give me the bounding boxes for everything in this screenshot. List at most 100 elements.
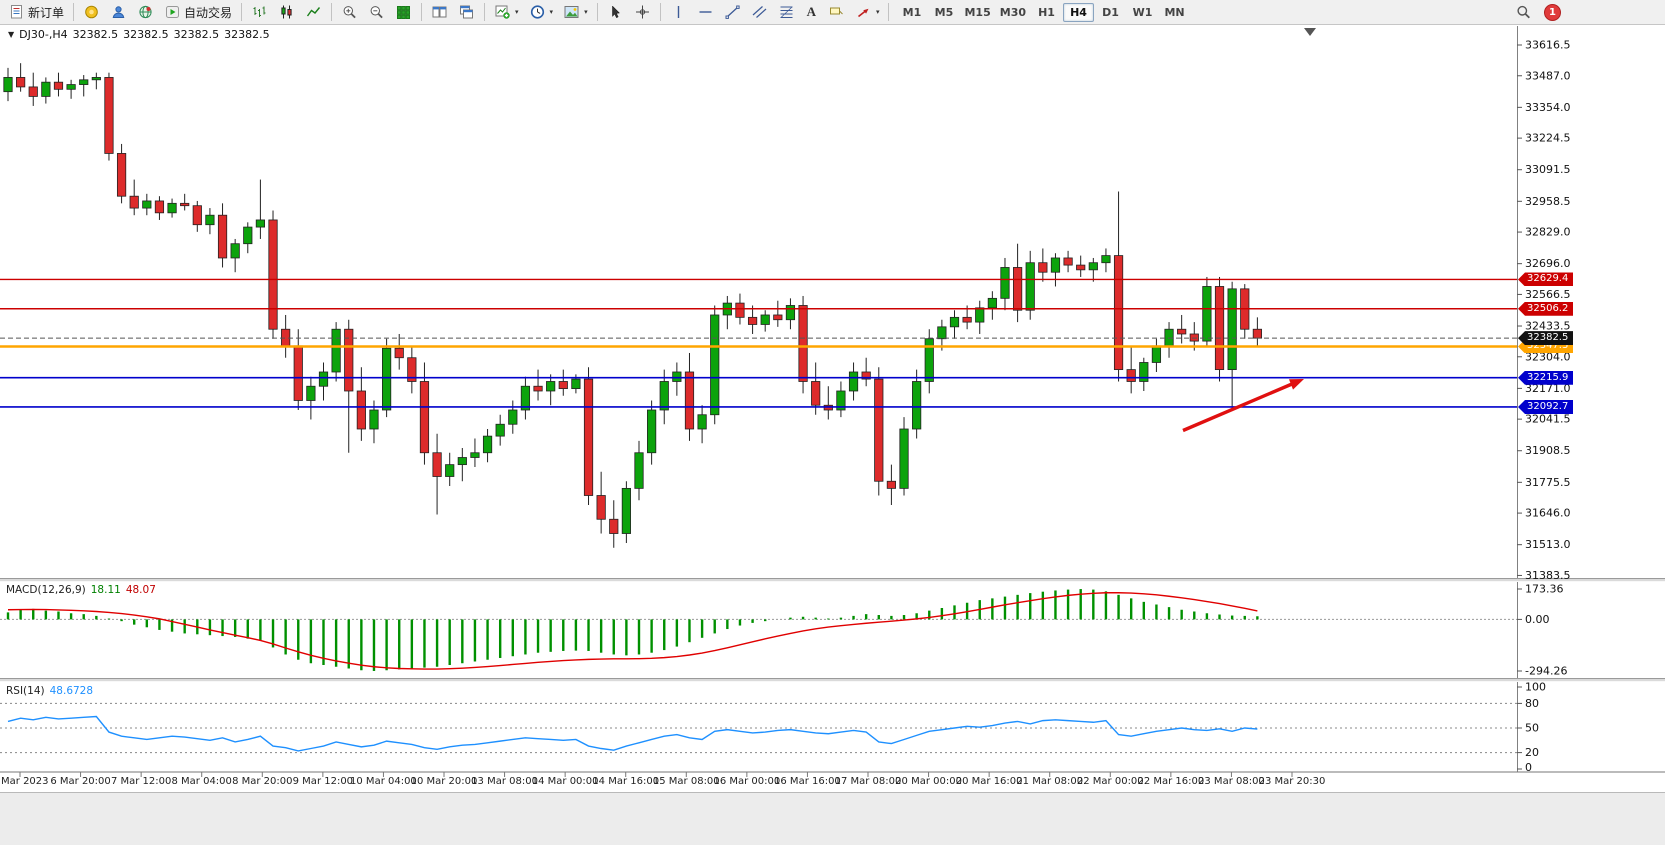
symbols-grid-button[interactable] xyxy=(391,1,416,24)
macd-main-value: 18.11 xyxy=(90,584,121,596)
line-chart-icon xyxy=(306,7,321,17)
svg-text:10 Mar 20:00: 10 Mar 20:00 xyxy=(411,776,478,787)
cursor-button[interactable] xyxy=(603,1,628,24)
timeframe-H4-button[interactable]: H4 xyxy=(1063,2,1095,22)
chart-high-value: 32382.5 xyxy=(123,28,169,41)
autotrading-button[interactable]: 自动交易 xyxy=(160,1,236,24)
svg-text:33224.5: 33224.5 xyxy=(1525,132,1571,145)
line-chart-button[interactable] xyxy=(301,1,326,24)
macd-signal-value: 48.07 xyxy=(125,584,156,596)
trend-arrow-annotation[interactable] xyxy=(1182,379,1304,433)
text-tool-icon: A xyxy=(806,4,816,19)
trendline-icon xyxy=(725,5,740,19)
dropdown-caret-icon: ▾ xyxy=(584,7,588,16)
bottom-margin-area xyxy=(0,792,1665,845)
svg-text:0: 0 xyxy=(1525,761,1532,774)
vertical-line-tool-button[interactable] xyxy=(666,1,691,24)
chart-shift-marker[interactable] xyxy=(1304,28,1316,36)
zoom-in-icon xyxy=(343,6,356,19)
timeframe-M5-button[interactable]: M5 xyxy=(934,5,954,19)
bar-chart-button[interactable] xyxy=(247,1,272,24)
svg-text:33487.0: 33487.0 xyxy=(1525,69,1571,82)
clock-icon xyxy=(530,5,544,19)
svg-text:10 Mar 04:00: 10 Mar 04:00 xyxy=(350,776,417,787)
timeframe-MN-button[interactable]: MN xyxy=(1164,5,1185,19)
svg-text:33354.0: 33354.0 xyxy=(1525,101,1571,114)
svg-text:32041.5: 32041.5 xyxy=(1525,413,1571,426)
fibonacci-icon xyxy=(780,6,793,18)
chart-low-value: 32382.5 xyxy=(173,28,220,41)
chart-collapse-icon[interactable]: ▼ xyxy=(8,30,15,39)
zoom-out-button[interactable] xyxy=(364,1,389,24)
svg-text:32171.0: 32171.0 xyxy=(1525,382,1571,395)
price-tag-support-2: 32092.7 xyxy=(1518,399,1574,414)
rsi-value: 48.6728 xyxy=(49,685,94,697)
svg-text:6 Mar 2023: 6 Mar 2023 xyxy=(0,776,49,787)
template-button[interactable]: ▾ xyxy=(559,1,592,24)
candlestick-chart-button[interactable] xyxy=(274,1,299,24)
fibonacci-tool-button[interactable] xyxy=(774,1,799,24)
svg-text:8 Mar 20:00: 8 Mar 20:00 xyxy=(232,776,292,787)
toolbar-separator xyxy=(421,3,423,21)
trendline-tool-button[interactable] xyxy=(720,1,745,24)
bar-chart-icon xyxy=(253,6,266,17)
svg-text:31513.0: 31513.0 xyxy=(1525,538,1571,551)
svg-text:8 Mar 04:00: 8 Mar 04:00 xyxy=(172,776,232,787)
new-order-button[interactable]: 新订单 xyxy=(4,1,68,24)
channel-tool-button[interactable] xyxy=(747,1,772,24)
arrows-tool-button[interactable]: ▾ xyxy=(851,1,884,24)
crosshair-button[interactable] xyxy=(630,1,655,24)
svg-text:31383.5: 31383.5 xyxy=(1525,569,1571,582)
text-tool-button[interactable]: A xyxy=(801,1,822,24)
timeframe-D1-button[interactable]: D1 xyxy=(1102,5,1119,19)
period-button[interactable]: ▾ xyxy=(525,1,558,24)
svg-text:100: 100 xyxy=(1525,681,1546,694)
timeframe-M15-button[interactable]: M15 xyxy=(964,5,991,19)
toolbar-separator xyxy=(331,3,333,21)
zoom-out-icon xyxy=(370,6,383,19)
metaeditor-icon xyxy=(85,5,98,19)
tile-windows-button[interactable] xyxy=(427,1,452,24)
chart-close-value: 32382.5 xyxy=(224,28,270,41)
macd-signal-line xyxy=(7,592,1258,670)
zoom-in-button[interactable] xyxy=(337,1,362,24)
timeframe-H1-button[interactable]: H1 xyxy=(1038,5,1055,19)
svg-text:20: 20 xyxy=(1525,746,1539,759)
svg-text:9 Mar 12:00: 9 Mar 12:00 xyxy=(293,776,353,787)
web-community-button[interactable] xyxy=(133,1,158,24)
text-label-icon xyxy=(829,7,843,15)
timeframe-M1-button[interactable]: M1 xyxy=(902,5,922,19)
new-chart-button[interactable]: ▾ xyxy=(490,1,523,24)
cursor-icon xyxy=(611,5,620,19)
price-tag-resistance-1: 32629.4 xyxy=(1518,272,1574,287)
search-icon xyxy=(1517,5,1530,19)
text-label-tool-button[interactable] xyxy=(824,1,849,24)
search-button[interactable] xyxy=(1511,1,1536,24)
chart-symbol-period: DJ30-,H4 xyxy=(19,28,68,41)
svg-text:22 Mar 16:00: 22 Mar 16:00 xyxy=(1137,776,1204,787)
arrow-tool-icon xyxy=(857,8,869,18)
symbols-grid-icon xyxy=(397,6,411,20)
svg-text:31646.0: 31646.0 xyxy=(1525,507,1571,520)
cascade-windows-button[interactable] xyxy=(454,1,479,24)
svg-text:80: 80 xyxy=(1525,697,1539,710)
svg-text:16 Mar 00:00: 16 Mar 00:00 xyxy=(713,776,780,787)
timeframe-M30-button[interactable]: M30 xyxy=(999,5,1027,19)
svg-text:50: 50 xyxy=(1525,722,1539,735)
main-toolbar: 新订单 自动交易 ▾ xyxy=(0,0,1665,25)
metaeditor-button[interactable] xyxy=(79,1,104,24)
macd-histogram xyxy=(6,589,1259,671)
template-icon xyxy=(564,6,579,18)
mql5-profile-button[interactable] xyxy=(106,1,131,24)
toolbar-separator xyxy=(659,3,661,21)
chart-open-value: 32382.5 xyxy=(72,28,119,41)
crosshair-icon xyxy=(635,5,649,19)
svg-text:33091.5: 33091.5 xyxy=(1525,163,1571,176)
candlestick-chart-icon xyxy=(281,5,292,19)
svg-text:173.36: 173.36 xyxy=(1525,583,1564,596)
horizontal-line-tool-button[interactable] xyxy=(693,1,718,24)
timeframe-W1-button[interactable]: W1 xyxy=(1132,5,1153,19)
rsi-indicator-label: RSI(14) 48.6728 xyxy=(6,685,93,697)
notification-badge[interactable]: 1 xyxy=(1544,3,1561,21)
